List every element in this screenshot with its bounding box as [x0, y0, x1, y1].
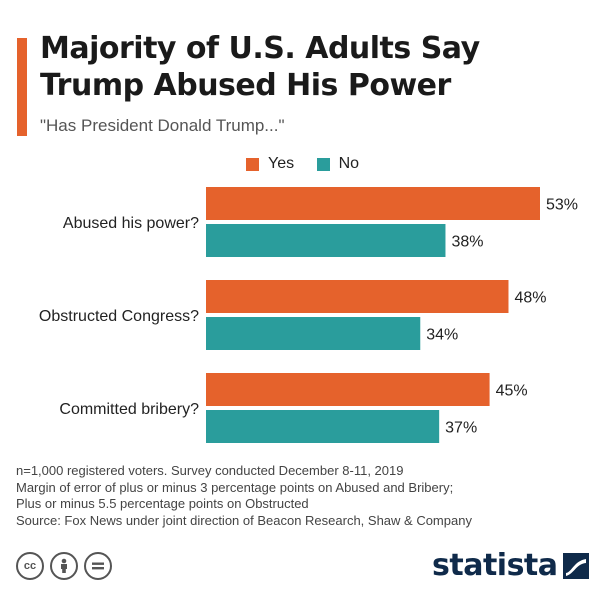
data-label: 37% — [445, 420, 477, 437]
title-accent-bar — [17, 38, 27, 136]
bar-chart: Abused his power? 53% 38% Obstructed Congre… — [39, 187, 578, 443]
footnotes: n=1,000 registered voters. Survey conduc… — [16, 463, 472, 529]
data-label: 38% — [451, 234, 483, 251]
footnote-source: Source: Fox News under joint direction o… — [16, 512, 472, 528]
footnote-margin-1: Margin of error of plus or minus 3 perce… — [16, 479, 454, 495]
data-label: 53% — [546, 197, 578, 214]
category-label: Obstructed Congress? — [39, 308, 199, 325]
legend-swatch-yes — [246, 157, 259, 171]
legend-swatch-no — [316, 157, 330, 171]
footnote-sample: n=1,000 registered voters. Survey conduc… — [16, 463, 404, 478]
category-label: Committed bribery? — [59, 401, 199, 418]
category-label: Abused his power? — [63, 215, 199, 232]
bar-no — [206, 317, 421, 350]
bar-yes — [206, 187, 540, 220]
legend-label-no: No — [338, 155, 360, 172]
license-icons: cc — [16, 552, 112, 580]
title-line-2: Trump Abused His Power — [40, 68, 451, 103]
chart-subtitle: "Has President Donald Trump..." — [40, 116, 285, 135]
statista-logo-icon — [562, 552, 589, 579]
brand-name: statista — [432, 548, 558, 583]
no-derivatives-icon[interactable] — [84, 552, 112, 580]
chart-title: Majority of U.S. Adults Say Trump Abused… — [40, 30, 590, 104]
legend: Yes No — [246, 155, 377, 176]
legend-item-no: No — [316, 155, 360, 173]
cc-icon[interactable]: cc — [16, 552, 44, 580]
legend-label-yes: Yes — [268, 155, 295, 172]
title-line-1: Majority of U.S. Adults Say — [40, 31, 480, 66]
bar-yes — [206, 280, 509, 313]
data-label: 45% — [496, 383, 528, 400]
attribution-icon[interactable] — [50, 552, 78, 580]
statista-brand[interactable]: statista — [432, 548, 589, 583]
bar-no — [206, 410, 440, 443]
data-label: 48% — [514, 290, 546, 307]
data-label: 34% — [426, 327, 458, 344]
footnote-margin-2: Plus or minus 5.5 percentage points on O… — [16, 496, 309, 511]
bar-yes — [206, 373, 490, 406]
legend-item-yes: Yes — [246, 155, 294, 173]
bar-no — [206, 224, 446, 257]
